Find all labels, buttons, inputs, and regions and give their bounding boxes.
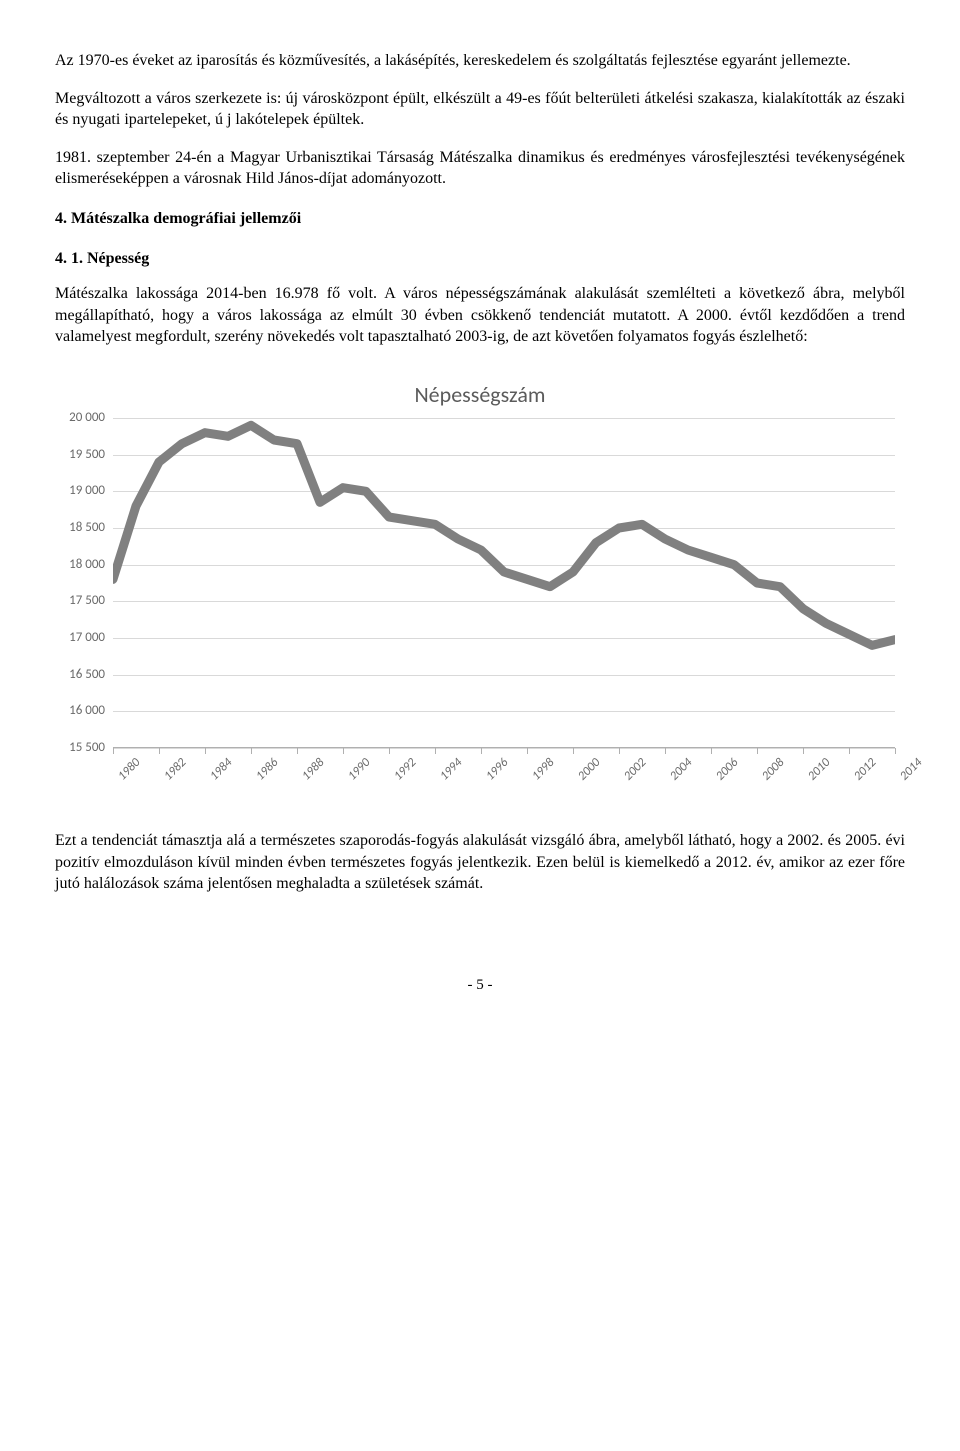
chart-x-tick bbox=[343, 748, 344, 754]
paragraph: 1981. szeptember 24-én a Magyar Urbanisz… bbox=[55, 147, 905, 190]
chart-y-label: 16 500 bbox=[69, 666, 113, 684]
population-chart: Népességszám 15 50016 00016 50017 00017 … bbox=[55, 370, 905, 800]
chart-x-tick bbox=[573, 748, 574, 754]
chart-x-tick bbox=[205, 748, 206, 754]
paragraph: Ezt a tendenciát támasztja alá a termész… bbox=[55, 830, 905, 895]
chart-line-series bbox=[113, 418, 895, 748]
chart-x-tick bbox=[481, 748, 482, 754]
paragraph: Az 1970-es éveket az iparosítás és közmű… bbox=[55, 50, 905, 72]
chart-y-label: 18 500 bbox=[69, 519, 113, 537]
section-heading-4: 4. Mátészalka demográfiai jellemzői bbox=[55, 208, 905, 230]
section-heading-4-1: 4. 1. Népesség bbox=[55, 248, 905, 270]
chart-x-tick bbox=[619, 748, 620, 754]
chart-x-tick bbox=[895, 748, 896, 754]
chart-x-tick bbox=[665, 748, 666, 754]
chart-x-tick bbox=[435, 748, 436, 754]
paragraph: Megváltozott a város szerkezete is: új v… bbox=[55, 88, 905, 131]
page-number: - 5 - bbox=[55, 975, 905, 995]
chart-y-label: 17 500 bbox=[69, 592, 113, 610]
chart-x-tick bbox=[297, 748, 298, 754]
chart-x-tick bbox=[389, 748, 390, 754]
chart-title: Népességszám bbox=[55, 370, 905, 412]
chart-x-tick bbox=[251, 748, 252, 754]
chart-y-label: 17 000 bbox=[69, 629, 113, 647]
chart-gridline bbox=[113, 748, 895, 749]
chart-x-tick bbox=[159, 748, 160, 754]
chart-x-tick bbox=[757, 748, 758, 754]
chart-x-tick bbox=[711, 748, 712, 754]
chart-y-label: 20 000 bbox=[69, 409, 113, 427]
chart-x-tick bbox=[803, 748, 804, 754]
chart-y-label: 19 500 bbox=[69, 446, 113, 464]
chart-x-tick bbox=[113, 748, 114, 754]
chart-x-tick bbox=[849, 748, 850, 754]
chart-y-label: 18 000 bbox=[69, 556, 113, 574]
chart-x-tick bbox=[527, 748, 528, 754]
chart-y-label: 15 500 bbox=[69, 739, 113, 757]
chart-plot-area: 15 50016 00016 50017 00017 50018 00018 5… bbox=[113, 418, 895, 748]
chart-y-label: 19 000 bbox=[69, 482, 113, 500]
paragraph: Mátészalka lakossága 2014-ben 16.978 fő … bbox=[55, 283, 905, 348]
chart-y-label: 16 000 bbox=[69, 702, 113, 720]
